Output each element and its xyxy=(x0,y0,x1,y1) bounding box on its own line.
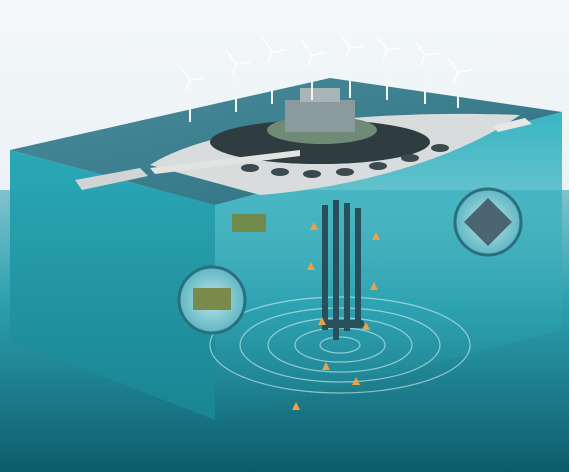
turbine-blades xyxy=(179,33,473,91)
pier xyxy=(150,150,300,174)
cargo-ship xyxy=(75,168,148,190)
front-face xyxy=(10,150,215,420)
building-top xyxy=(300,88,340,102)
device xyxy=(464,198,512,246)
flow-arrows xyxy=(292,222,380,410)
pipes xyxy=(322,200,364,340)
farm-module xyxy=(193,288,231,310)
boat xyxy=(492,118,532,132)
farm-module xyxy=(232,214,266,232)
domes xyxy=(241,144,449,178)
building xyxy=(285,100,355,132)
wind-turbines xyxy=(189,48,459,122)
